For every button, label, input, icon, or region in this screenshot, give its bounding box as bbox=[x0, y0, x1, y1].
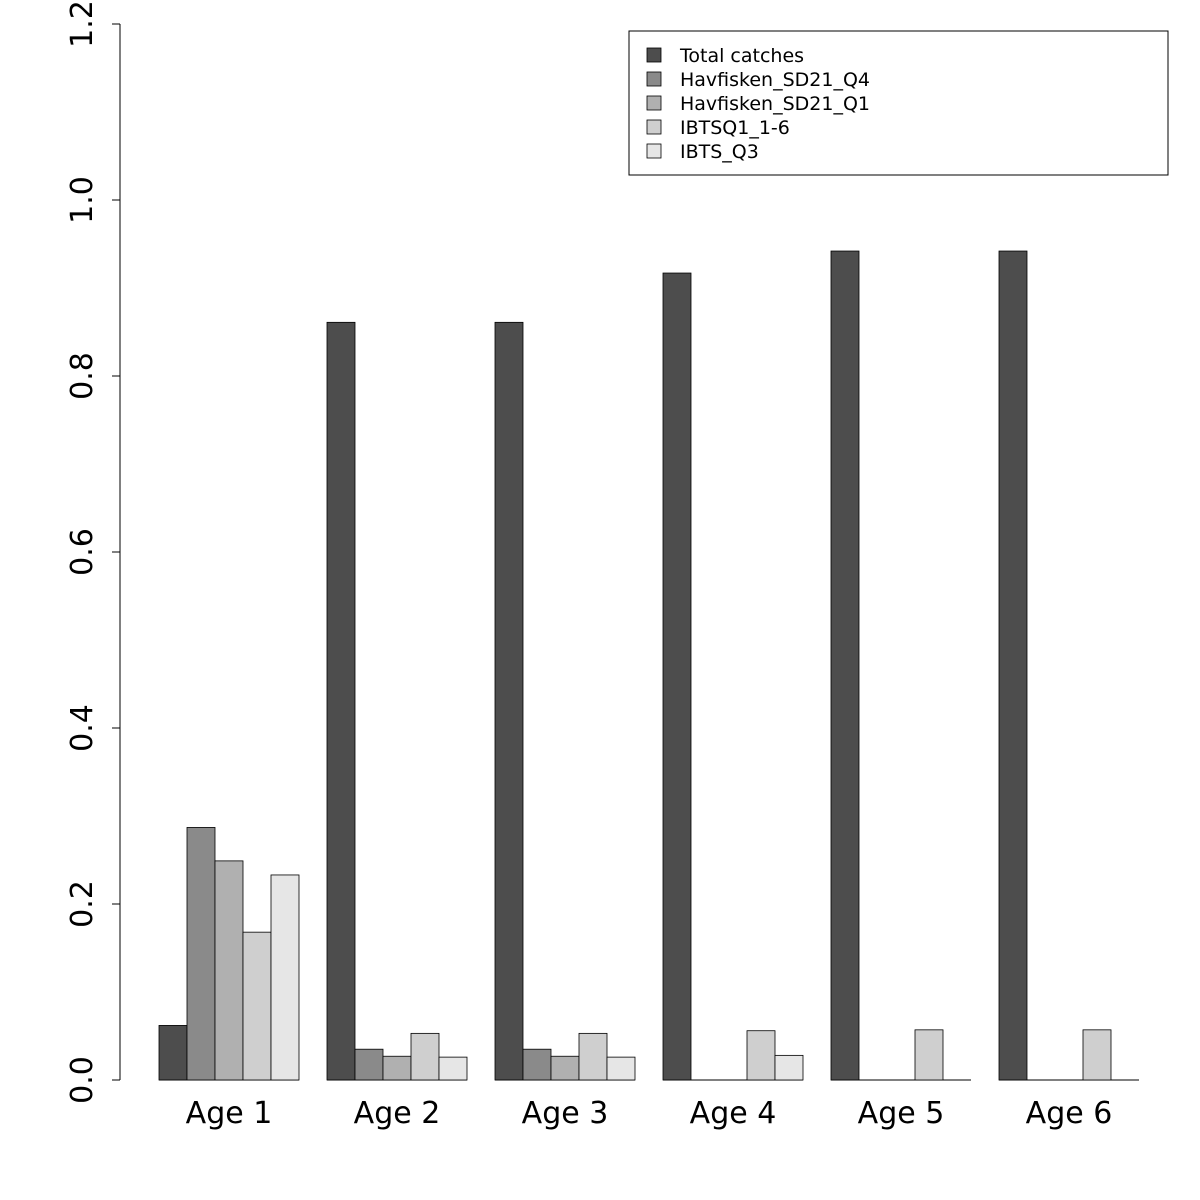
bar-IBTSQ1_1-6-Age 4 bbox=[746, 1030, 776, 1081]
y-tick-label: 0.0 bbox=[65, 1056, 100, 1104]
y-tick-label: 1.0 bbox=[65, 176, 100, 224]
legend-entry-label: IBTSQ1_1-6 bbox=[680, 117, 790, 139]
bar-IBTSQ1_1-6-Age 1 bbox=[242, 931, 272, 1081]
y-tick-label: 1.2 bbox=[65, 0, 100, 48]
legend-entry-label: Havfisken_SD21_Q4 bbox=[680, 69, 870, 91]
y-tick-label: 0.8 bbox=[65, 352, 100, 400]
bar-Total catches-Age 6 bbox=[998, 250, 1028, 1081]
bar-Havfisken_SD21_Q4-Age 2 bbox=[354, 1048, 384, 1081]
bar-Havfisken_SD21_Q1-Age 3 bbox=[550, 1055, 580, 1081]
legend-swatch bbox=[646, 47, 662, 63]
bar-Havfisken_SD21_Q4-Age 3 bbox=[522, 1048, 552, 1081]
y-axis: 0.0 0.2 0.4 0.6 0.8 1.0 1.2 bbox=[65, 0, 121, 1104]
bar-Total catches-Age 5 bbox=[830, 250, 860, 1081]
legend-swatch bbox=[646, 143, 662, 159]
y-tick-label: 0.2 bbox=[65, 880, 100, 928]
legend-entry-label: Total catches bbox=[679, 45, 804, 67]
legend: Total catchesHavfisken_SD21_Q4Havfisken_… bbox=[628, 30, 1169, 176]
legend-swatch bbox=[646, 119, 662, 135]
bar-IBTSQ1_1-6-Age 3 bbox=[578, 1032, 608, 1081]
bar-IBTS_Q3-Age 2 bbox=[438, 1056, 468, 1081]
x-axis: Age 1 Age 2 Age 3 Age 4 Age 5 Age 6 bbox=[186, 1096, 1113, 1131]
bar-Total catches-Age 3 bbox=[494, 321, 524, 1081]
x-category-label: Age 4 bbox=[690, 1096, 777, 1131]
legend-box bbox=[628, 30, 1169, 176]
x-category-label: Age 3 bbox=[522, 1096, 609, 1131]
bar-IBTSQ1_1-6-Age 6 bbox=[1082, 1029, 1112, 1081]
x-category-label: Age 1 bbox=[186, 1096, 273, 1131]
bar-Havfisken_SD21_Q4-Age 1 bbox=[186, 827, 216, 1081]
bar-Total catches-Age 1 bbox=[158, 1025, 188, 1081]
bar-IBTS_Q3-Age 4 bbox=[774, 1054, 804, 1081]
x-category-label: Age 2 bbox=[354, 1096, 441, 1131]
bar-IBTS_Q3-Age 3 bbox=[606, 1056, 636, 1081]
x-category-label: Age 5 bbox=[858, 1096, 945, 1131]
y-tick-label: 0.6 bbox=[65, 528, 100, 576]
bar-Havfisken_SD21_Q1-Age 1 bbox=[214, 860, 244, 1081]
bar-Havfisken_SD21_Q1-Age 2 bbox=[382, 1055, 412, 1081]
legend-swatch bbox=[646, 95, 662, 111]
bar-IBTSQ1_1-6-Age 5 bbox=[914, 1029, 944, 1081]
legend-entry-label: IBTS_Q3 bbox=[680, 141, 759, 163]
y-tick-label: 0.4 bbox=[65, 704, 100, 752]
legend-entry-label: Havfisken_SD21_Q1 bbox=[680, 93, 870, 115]
x-category-label: Age 6 bbox=[1026, 1096, 1113, 1131]
legend-swatch bbox=[646, 71, 662, 87]
bar-Total catches-Age 4 bbox=[662, 272, 692, 1081]
bar-IBTSQ1_1-6-Age 2 bbox=[410, 1032, 440, 1081]
bar-IBTS_Q3-Age 1 bbox=[270, 874, 300, 1081]
bar-Total catches-Age 2 bbox=[326, 321, 356, 1081]
bars bbox=[158, 250, 1139, 1081]
